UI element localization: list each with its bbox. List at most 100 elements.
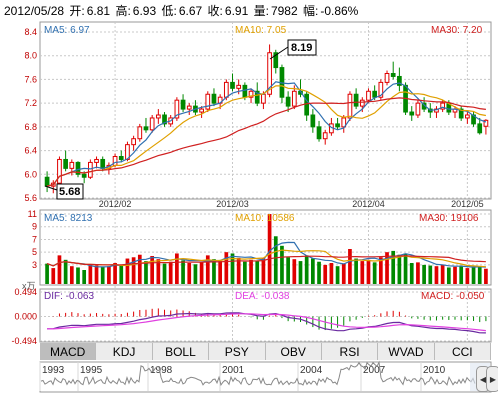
volume-bar — [100, 266, 105, 284]
candle-body — [254, 90, 260, 104]
volume-bar — [137, 254, 142, 284]
candle-body — [310, 114, 316, 128]
volume-bar — [88, 264, 93, 284]
candle-body — [285, 96, 291, 107]
candle-body — [335, 123, 340, 128]
price-panel-frame — [39, 21, 492, 200]
volume-bar — [471, 267, 476, 284]
candle-body — [230, 81, 235, 89]
max-price-callout-line — [269, 46, 289, 60]
volume-bar — [175, 253, 179, 284]
date-x-tick: 2012/04 — [352, 199, 385, 209]
max-price-callout: 8.19 — [291, 42, 312, 54]
candle-body — [94, 158, 99, 163]
candle-body — [415, 102, 421, 116]
volume-bar — [113, 263, 117, 284]
candle-body — [186, 105, 192, 110]
overview-year-label: 1995 — [80, 365, 103, 376]
volume-bar — [82, 270, 87, 284]
tab-macd[interactable]: MACD — [40, 343, 97, 360]
volume-bar — [230, 253, 235, 284]
overview-year-label: 1998 — [150, 365, 173, 376]
tab-wvad[interactable]: WVAD — [378, 343, 435, 360]
candle-body — [174, 99, 180, 119]
candle-body — [112, 156, 118, 166]
candle-body — [409, 111, 415, 116]
volume-bar — [477, 266, 482, 284]
candle-body — [458, 108, 464, 119]
volume-bar — [181, 260, 185, 284]
date-x-tick: 2012/02 — [99, 199, 132, 209]
volume-y-tick: 7 — [32, 234, 37, 244]
tab-boll[interactable]: BOLL — [152, 343, 210, 360]
tab-rsi[interactable]: RSI — [321, 343, 379, 360]
overview-scroll-right-handle[interactable]: ▶ — [486, 366, 498, 392]
tab-obv[interactable]: OBV — [265, 343, 322, 360]
overview-year-label: 2010 — [423, 365, 446, 376]
volume-bar — [156, 259, 161, 284]
high-label: 高: — [115, 4, 131, 18]
close-value: 6.91 — [224, 4, 249, 18]
tab-cci[interactable]: CCI — [434, 343, 491, 360]
price-y-tick: 8.4 — [24, 27, 37, 37]
volume-bar — [45, 263, 49, 284]
volume-bar — [193, 264, 198, 284]
volume-bar — [144, 261, 148, 284]
volume-bar — [131, 257, 136, 284]
volume-bar — [422, 264, 426, 284]
candle-body — [273, 52, 279, 69]
open-value: 6.81 — [86, 4, 111, 18]
volume-ma5-label: MA5: 8213 — [44, 213, 93, 224]
candle-body — [44, 176, 50, 187]
candle-body — [205, 93, 211, 110]
volume-bar — [397, 254, 402, 284]
volume-bar — [317, 261, 321, 284]
candle-body — [483, 119, 489, 127]
volume-bar — [150, 256, 155, 284]
macd-dif-line — [47, 312, 486, 334]
volume-bar — [465, 268, 470, 284]
candle-body — [440, 102, 445, 110]
volume-unit-label: x万 — [22, 281, 36, 291]
volume-bar — [372, 262, 377, 284]
volume-bar — [341, 263, 346, 284]
macd-panel-frame — [39, 288, 492, 343]
indicator-tabs: MACD KDJ BOLL PSY OBV RSI WVAD CCI — [40, 343, 491, 360]
tab-psy[interactable]: PSY — [209, 343, 266, 360]
price-y-tick: 7.2 — [24, 98, 37, 108]
candle-body — [384, 73, 390, 83]
macd-dea-line — [47, 313, 486, 332]
volume-bar — [255, 261, 260, 284]
volume-bar — [304, 255, 309, 284]
macd-dif-label: DIF: -0.063 — [44, 291, 94, 302]
candle-body — [100, 158, 106, 169]
tab-kdj[interactable]: KDJ — [96, 343, 153, 360]
candle-body — [353, 93, 359, 107]
low-label: 低: — [161, 4, 177, 18]
candle-body — [162, 114, 167, 125]
candle-body — [81, 173, 87, 178]
candle-body — [390, 73, 396, 77]
volume-ma10-label: MA10: 10586 — [235, 213, 295, 224]
close-label: 收: — [207, 4, 223, 18]
volume-bar — [329, 263, 334, 284]
price-ma5-label: MA5: 6.97 — [44, 25, 90, 36]
volume-bar — [286, 257, 290, 284]
volume-bar — [107, 266, 111, 284]
volume-bar — [119, 264, 124, 284]
volume-bar — [385, 252, 389, 284]
overview-year-label: 2004 — [300, 365, 323, 376]
volume-bar — [360, 261, 365, 284]
overview-year-label: 1993 — [42, 365, 65, 376]
volume-bar — [243, 261, 247, 284]
overview-history-line — [40, 360, 476, 387]
candle-body — [378, 81, 384, 98]
volume-bar — [335, 266, 340, 284]
change-label: 幅: — [302, 4, 319, 18]
volume-bar — [212, 259, 216, 284]
volume-bar — [187, 263, 192, 284]
price-y-tick: 6.4 — [24, 146, 37, 156]
low-value: 6.67 — [178, 4, 203, 18]
volume-bar — [94, 265, 99, 284]
